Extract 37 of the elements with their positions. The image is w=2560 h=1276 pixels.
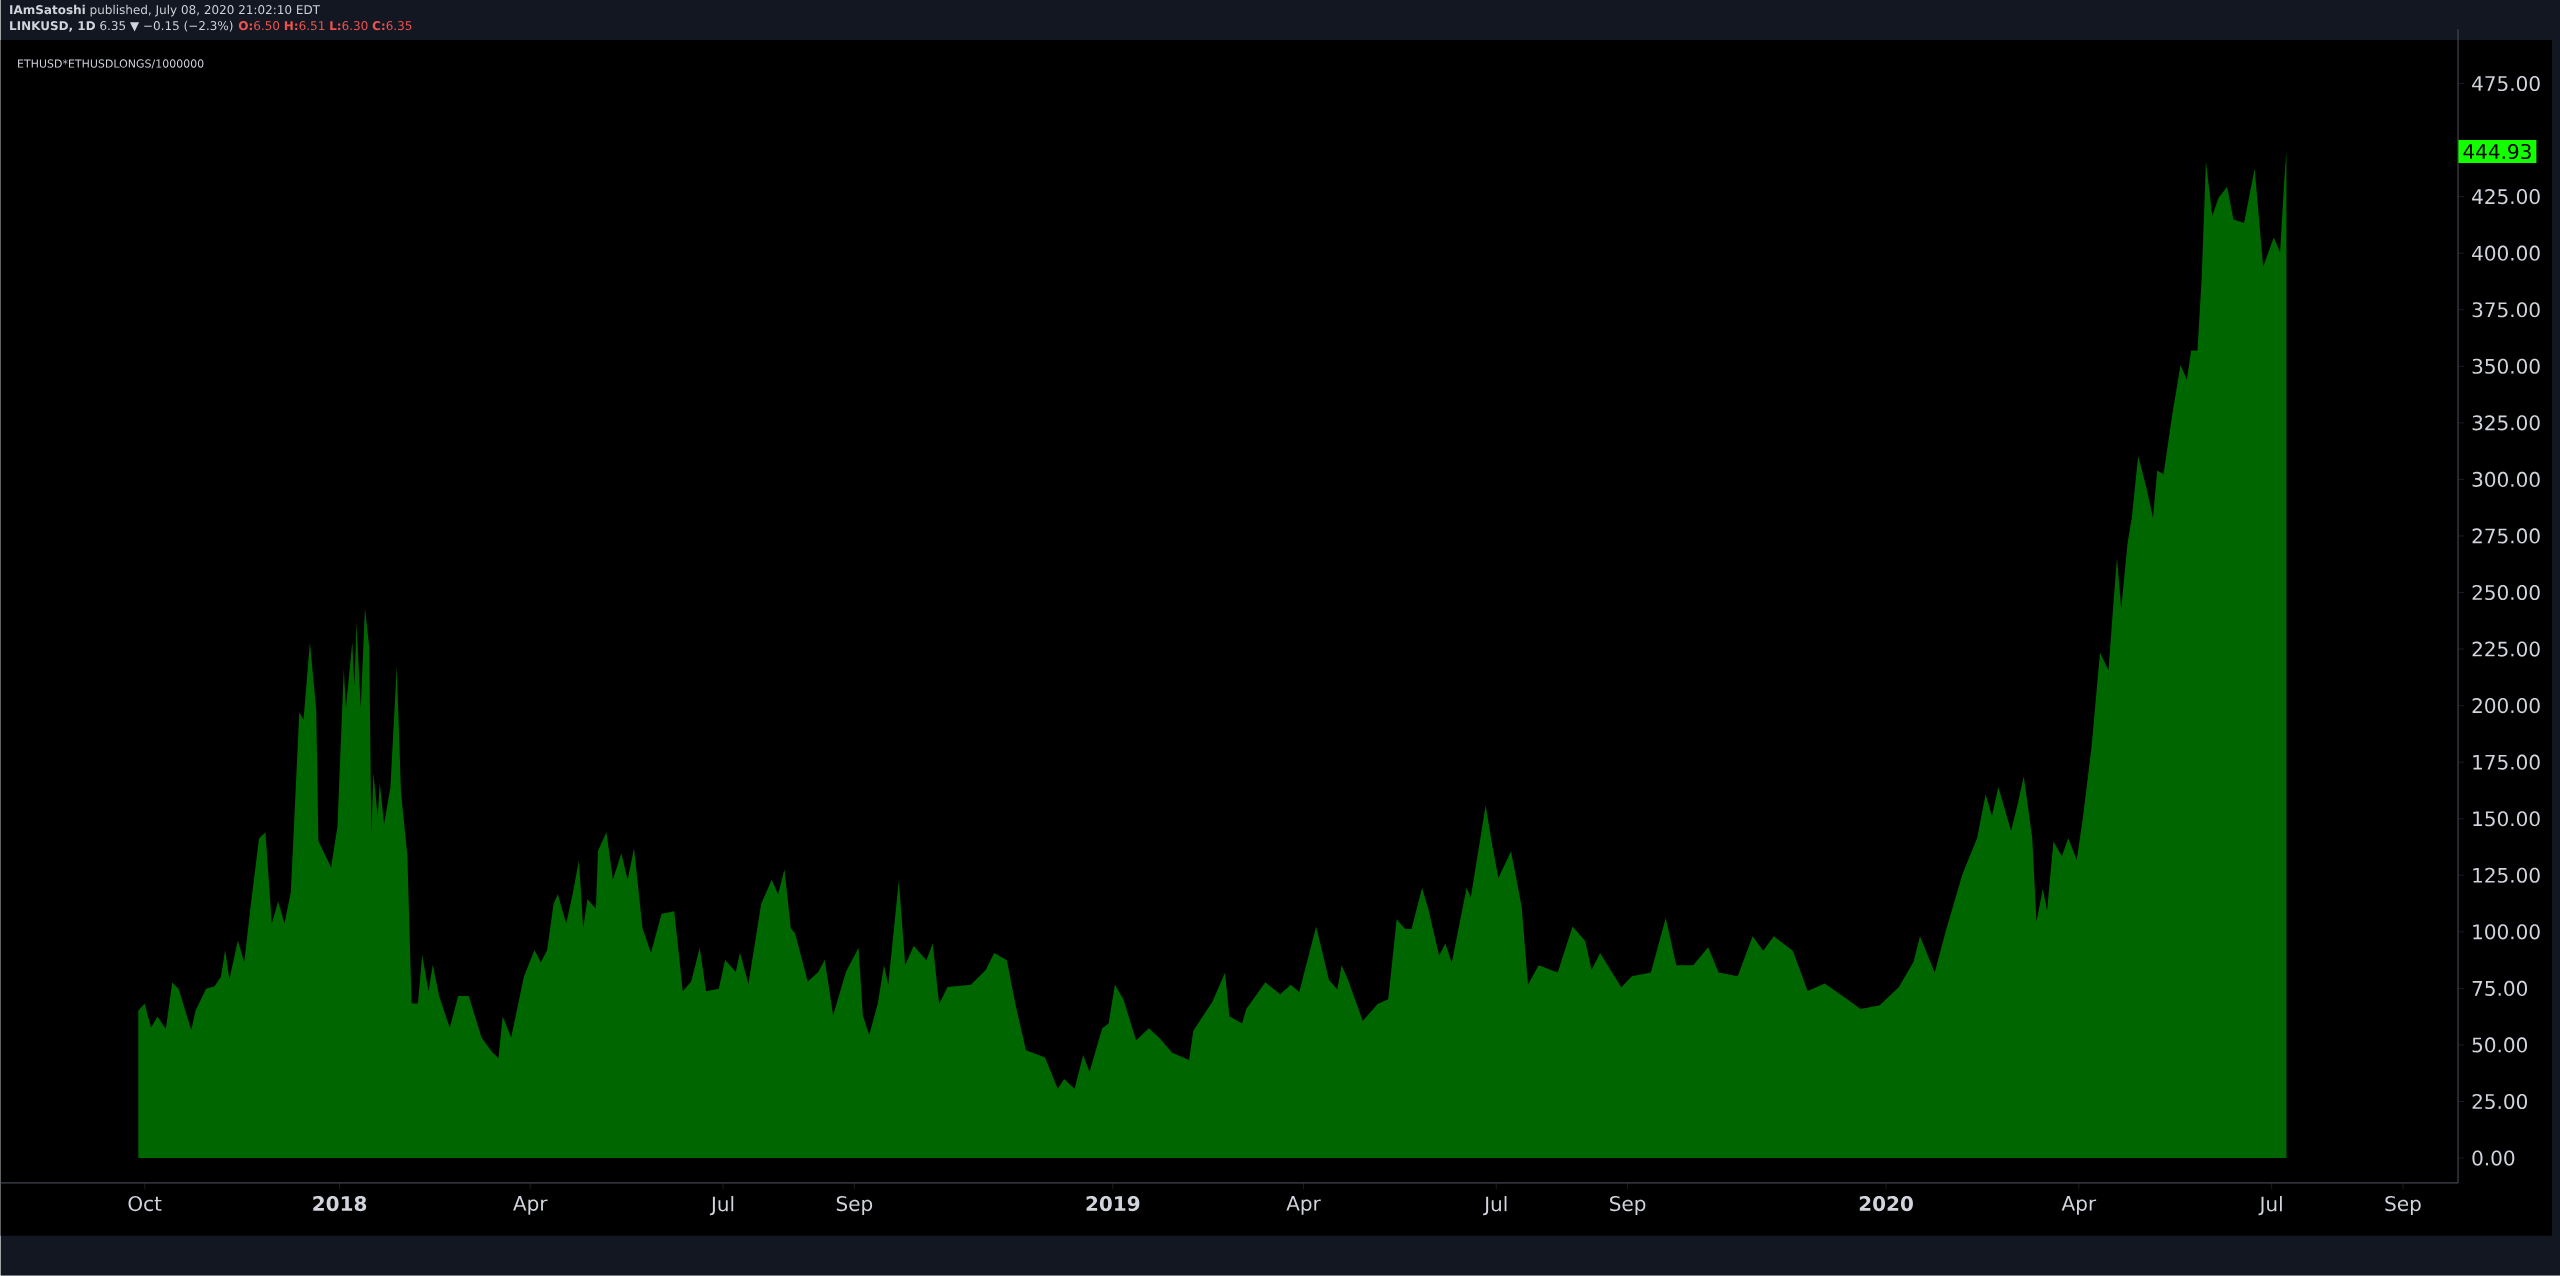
x-tick-label: Jul — [2258, 1196, 2282, 1216]
y-tick-label: 250.00 — [2472, 585, 2540, 601]
y-tick-label: 25.00 — [2472, 1094, 2528, 1110]
y-tick-label: 375.00 — [2472, 302, 2540, 318]
y-tick-label: 425.00 — [2472, 189, 2540, 205]
x-tick-label: Jul — [1483, 1196, 1507, 1216]
y-tick-label: 150.00 — [2473, 811, 2540, 827]
text: IAmSatoshi published, July 08, 2020 21:02:10 EDT — [10, 5, 321, 17]
y-tick-label: 475.00 — [2472, 76, 2540, 92]
y-tick-label: 200.00 — [2472, 698, 2540, 714]
x-tick-label: Jul — [709, 1196, 734, 1216]
y-tick-label: 275.00 — [2472, 528, 2540, 544]
text: 444.93 — [2463, 144, 2531, 160]
x-tick-label: Apr — [1286, 1196, 1321, 1215]
y-tick-label: 325.00 — [2472, 415, 2540, 431]
y-tick-label: 300.00 — [2472, 471, 2540, 488]
x-tick-label: Sep — [1610, 1196, 1646, 1216]
x-tick-label: Sep — [836, 1196, 873, 1216]
annotation: O:6.50 H:6.51 L:6.30 C:6.35 — [238, 21, 412, 31]
x-tick-label: 2019 — [1086, 1196, 1140, 1212]
x-tick-label: Apr — [513, 1196, 548, 1215]
y-tick-label: 175.00 — [2473, 754, 2540, 770]
x-tick-label: 2018 — [313, 1196, 367, 1212]
y-tick-label: 50.00 — [2472, 1037, 2528, 1053]
text: ETHUSD*ETHUSDLONGS/1000000 — [18, 59, 204, 69]
x-tick-label: Sep — [2385, 1196, 2421, 1216]
x-tick-label: Oct — [128, 1196, 162, 1212]
y-tick-label: 0.00 — [2472, 1150, 2515, 1166]
y-tick-label: 225.00 — [2472, 641, 2540, 657]
annotation: LINKUSD, 1D 6.35 ▼ −0.15 (−2.3%) — [10, 21, 233, 32]
y-tick-label: 100.00 — [2473, 924, 2540, 940]
x-tick-label: 2020 — [1859, 1196, 1913, 1212]
y-tick-label: 400.00 — [2472, 245, 2540, 261]
y-tick-label: 75.00 — [2472, 980, 2528, 997]
y-tick-label: 350.00 — [2472, 358, 2540, 374]
x-tick-label: Apr — [2061, 1196, 2097, 1215]
y-tick-label: 125.00 — [2473, 867, 2540, 883]
